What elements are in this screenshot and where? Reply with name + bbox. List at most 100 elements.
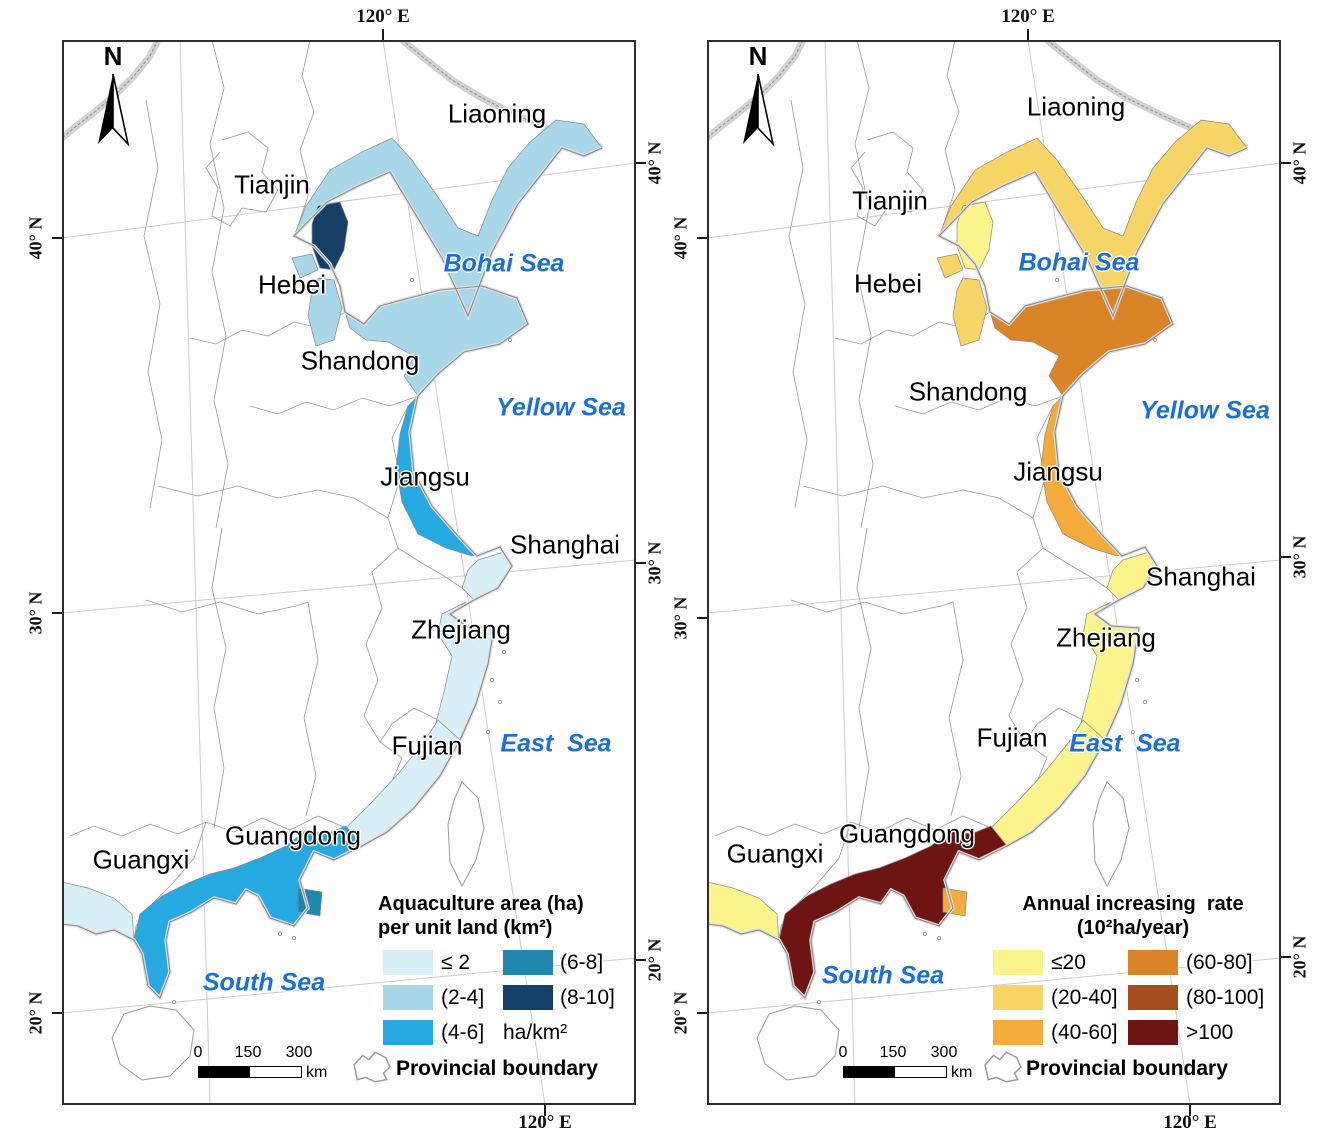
lat-tick-20n-right (1281, 956, 1291, 958)
lat-tick-40n-left (52, 237, 62, 239)
lat-label-20n-left: 20° N (670, 991, 691, 1035)
lat-label-40n-right: 40° N (1289, 141, 1310, 185)
lat-tick-20n-left (52, 1012, 62, 1014)
islet (409, 277, 414, 282)
scalebar-number: 0 (193, 1044, 203, 1061)
province-label-zhejiang: Zhejiang (411, 614, 511, 645)
province-label-jiangsu: Jiangsu (1013, 456, 1103, 487)
scalebar-number: 300 (285, 1044, 313, 1061)
scalebar-number: 300 (930, 1044, 958, 1061)
lat-tick-30n-right (636, 562, 646, 564)
islet (489, 678, 494, 683)
scalebar-segment-white (895, 1067, 946, 1077)
province-label-tianjin: Tianjin (234, 169, 310, 200)
map-left-canvas (62, 40, 636, 1105)
province-shape-guangxi (62, 881, 135, 941)
north-arrow: N (739, 43, 777, 153)
lon-tick-bottom (544, 1105, 546, 1116)
sea-label-east-sea: East Sea (500, 729, 612, 758)
lon-label-120e-bottom: 120° E (518, 1112, 572, 1133)
lat-label-40n-left: 40° N (25, 216, 46, 260)
province-label-fujian: Fujian (976, 722, 1048, 753)
scalebar-segment-black (844, 1067, 895, 1077)
legend-swatch-(60-80] (1128, 950, 1178, 975)
legend-swatch-(40-60] (993, 1020, 1043, 1045)
lat-tick-30n-right (1281, 556, 1291, 558)
islet (1054, 277, 1059, 282)
lat-label-20n-right: 20° N (1289, 935, 1310, 979)
province-label-hebei: Hebei (258, 269, 326, 300)
scalebar-number: 150 (879, 1044, 907, 1061)
lat-tick-30n-left (52, 612, 62, 614)
province-shape-pearl-delta-patch (297, 887, 323, 917)
legend-entry-label: (2-4] (441, 986, 485, 1009)
legend-title-line1: Aquaculture area (ha) (378, 893, 584, 915)
lat-label-30n-left: 30° N (670, 596, 691, 640)
sea-label-yellow-sea: Yellow Sea (1140, 396, 1270, 425)
sea-label-bohai-sea: Bohai Sea (1018, 248, 1140, 277)
lat-tick-20n-left (697, 1012, 707, 1014)
lat-label-30n-right: 30° N (644, 541, 665, 585)
legend-entry-label: ≤20 (1051, 951, 1086, 974)
islet (936, 936, 941, 941)
islet (497, 700, 502, 705)
province-label-liaoning: Liaoning (1026, 91, 1126, 122)
province-shape-pearl-delta-patch (942, 887, 968, 917)
legend-entry-label: (80-100] (1186, 986, 1265, 1009)
legend-unit-note: ha/km² (503, 1021, 568, 1044)
lon-label-120e-top: 120° E (1001, 6, 1055, 27)
legend-swatch->100 (1128, 1020, 1178, 1045)
lat-label-20n-left: 20° N (25, 991, 46, 1035)
taiwan-island (447, 781, 485, 888)
lon-tick-bottom (1189, 1105, 1191, 1116)
scalebar-unit: km (306, 1064, 328, 1081)
lon-tick-top (382, 29, 384, 40)
provincial-boundary-icon (352, 1050, 392, 1089)
sea-label-yellow-sea: Yellow Sea (496, 393, 626, 422)
province-shape-guangxi (707, 881, 780, 941)
legend-swatch-(2-4] (383, 985, 433, 1010)
lat-label-30n-left: 30° N (25, 591, 46, 635)
legend-swatch-≤ 2 (383, 950, 433, 975)
province-shape-hebei-north (291, 253, 319, 279)
scalebar-number: 0 (838, 1044, 848, 1061)
province-label-guangxi: Guangxi (726, 838, 824, 869)
legend-title-line2: per unit land (km²) (378, 917, 553, 939)
legend-swatch-(8-10] (503, 985, 553, 1010)
islet (1146, 650, 1151, 655)
legend-swatch-≤20 (993, 950, 1043, 975)
sea-label-south-sea: South Sea (821, 961, 945, 990)
islet (277, 932, 282, 937)
lat-tick-20n-right (636, 959, 646, 961)
lon-tick-top (1027, 29, 1029, 40)
provincial-boundary-label: Provincial boundary (1026, 1057, 1228, 1080)
province-label-zhejiang: Zhejiang (1056, 622, 1156, 653)
north-arrow-icon (743, 73, 775, 147)
legend-entry-label: (60-80] (1186, 951, 1253, 974)
province-label-guangxi: Guangxi (92, 844, 190, 875)
scalebar-segment-white (250, 1067, 301, 1077)
legend-swatch-(4-6] (383, 1020, 433, 1045)
lon-label-120e-top: 120° E (356, 6, 410, 27)
sea-label-bohai-sea: Bohai Sea (443, 249, 565, 278)
lat-label-40n-right: 40° N (644, 141, 665, 185)
islet (1130, 730, 1135, 735)
north-arrow: N (94, 43, 132, 153)
islet (291, 936, 296, 941)
islet (1142, 700, 1147, 705)
coastline (62, 147, 603, 999)
lat-tick-30n-left (697, 617, 707, 619)
islet (922, 932, 927, 937)
lat-tick-40n-left (697, 237, 707, 239)
legend-entry-label: >100 (1186, 1021, 1234, 1044)
islet (507, 337, 512, 342)
lat-tick-40n-right (636, 162, 646, 164)
hainan-island (756, 1005, 840, 1081)
taiwan-island (1092, 781, 1130, 888)
china-coast-map (707, 40, 1281, 1105)
province-shape-hebei-south (307, 277, 343, 347)
islet (817, 1000, 822, 1005)
province-shape-shandong (344, 285, 529, 397)
islet (1152, 337, 1157, 342)
